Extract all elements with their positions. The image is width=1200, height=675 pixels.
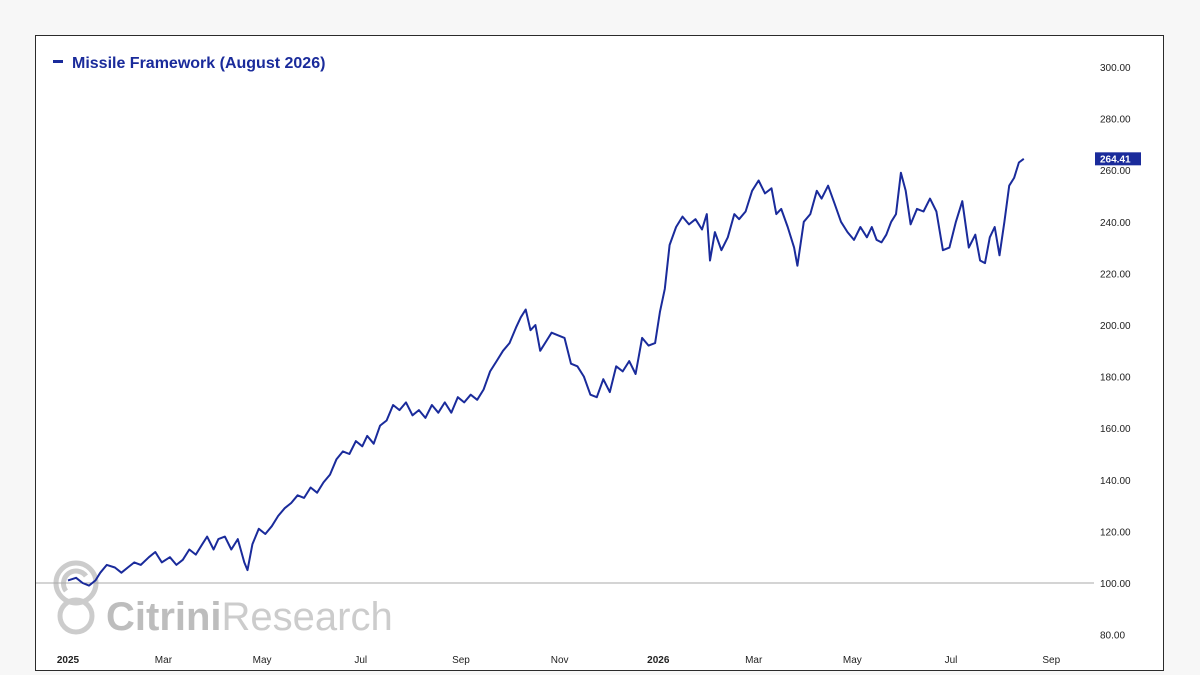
svg-text:CitriniResearch: CitriniResearch [106, 595, 393, 639]
y-tick-label: 240.00 [1100, 218, 1131, 229]
chart-frame: CitriniResearch 300.00 280.00 260.00 240.00… [35, 35, 1164, 671]
series-line [67, 158, 1025, 587]
watermark-logo-icon [53, 560, 99, 635]
last-value-label: 264.41 [1095, 152, 1141, 166]
y-tick-label: 260.00 [1100, 166, 1131, 177]
y-tick-label: 160.00 [1100, 424, 1131, 435]
y-tick-label: 220.00 [1100, 269, 1131, 280]
legend-swatch-icon [53, 60, 63, 63]
y-tick-label: 180.00 [1100, 373, 1131, 384]
x-tick-label: May [253, 655, 272, 666]
line-chart: CitriniResearch 300.00 280.00 260.00 240.00… [36, 55, 1141, 666]
x-tick-label: Sep [452, 655, 470, 666]
x-tick-label: Mar [155, 655, 173, 666]
y-tick-label: 140.00 [1100, 476, 1131, 487]
x-axis: 2025 Mar May Jul Sep Nov 2026 Mar May Jul Sep [57, 655, 1061, 666]
last-value-text: 264.41 [1100, 154, 1131, 165]
x-tick-label: Mar [745, 655, 763, 666]
y-tick-label: 200.00 [1100, 321, 1131, 332]
x-tick-label: May [843, 655, 862, 666]
watermark: CitriniResearch [53, 560, 393, 639]
legend[interactable]: Missile Framework (August 2026) [53, 55, 325, 72]
watermark-suffix: Research [222, 595, 393, 639]
x-tick-label: Sep [1042, 655, 1060, 666]
x-tick-label: 2025 [57, 655, 80, 666]
y-axis: 300.00 280.00 260.00 240.00 220.00 200.00 180.… [1100, 63, 1131, 642]
y-tick-label: 120.00 [1100, 527, 1131, 538]
x-tick-label: Nov [551, 655, 569, 666]
watermark-brand: Citrini [106, 595, 222, 639]
y-tick-label: 300.00 [1100, 63, 1131, 74]
x-tick-label: 2026 [647, 655, 670, 666]
last-value-badge [1095, 152, 1141, 166]
x-tick-label: Jul [945, 655, 958, 666]
y-tick-label: 280.00 [1100, 115, 1131, 126]
x-tick-label: Jul [354, 655, 367, 666]
y-tick-label: 80.00 [1100, 631, 1125, 642]
y-tick-label: 100.00 [1100, 579, 1131, 590]
legend-label: Missile Framework (August 2026) [72, 55, 325, 72]
